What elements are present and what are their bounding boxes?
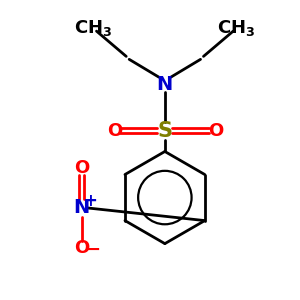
Text: O: O — [74, 159, 89, 177]
Text: N: N — [157, 75, 173, 94]
Text: $\mathregular{CH_3}$: $\mathregular{CH_3}$ — [217, 18, 255, 38]
Text: S: S — [158, 121, 172, 141]
Text: O: O — [74, 239, 89, 257]
Text: N: N — [74, 199, 90, 218]
Text: −: − — [85, 241, 100, 259]
Text: O: O — [107, 122, 122, 140]
Text: O: O — [208, 122, 223, 140]
Text: $\mathregular{CH_3}$: $\mathregular{CH_3}$ — [74, 18, 113, 38]
Text: +: + — [84, 191, 98, 209]
